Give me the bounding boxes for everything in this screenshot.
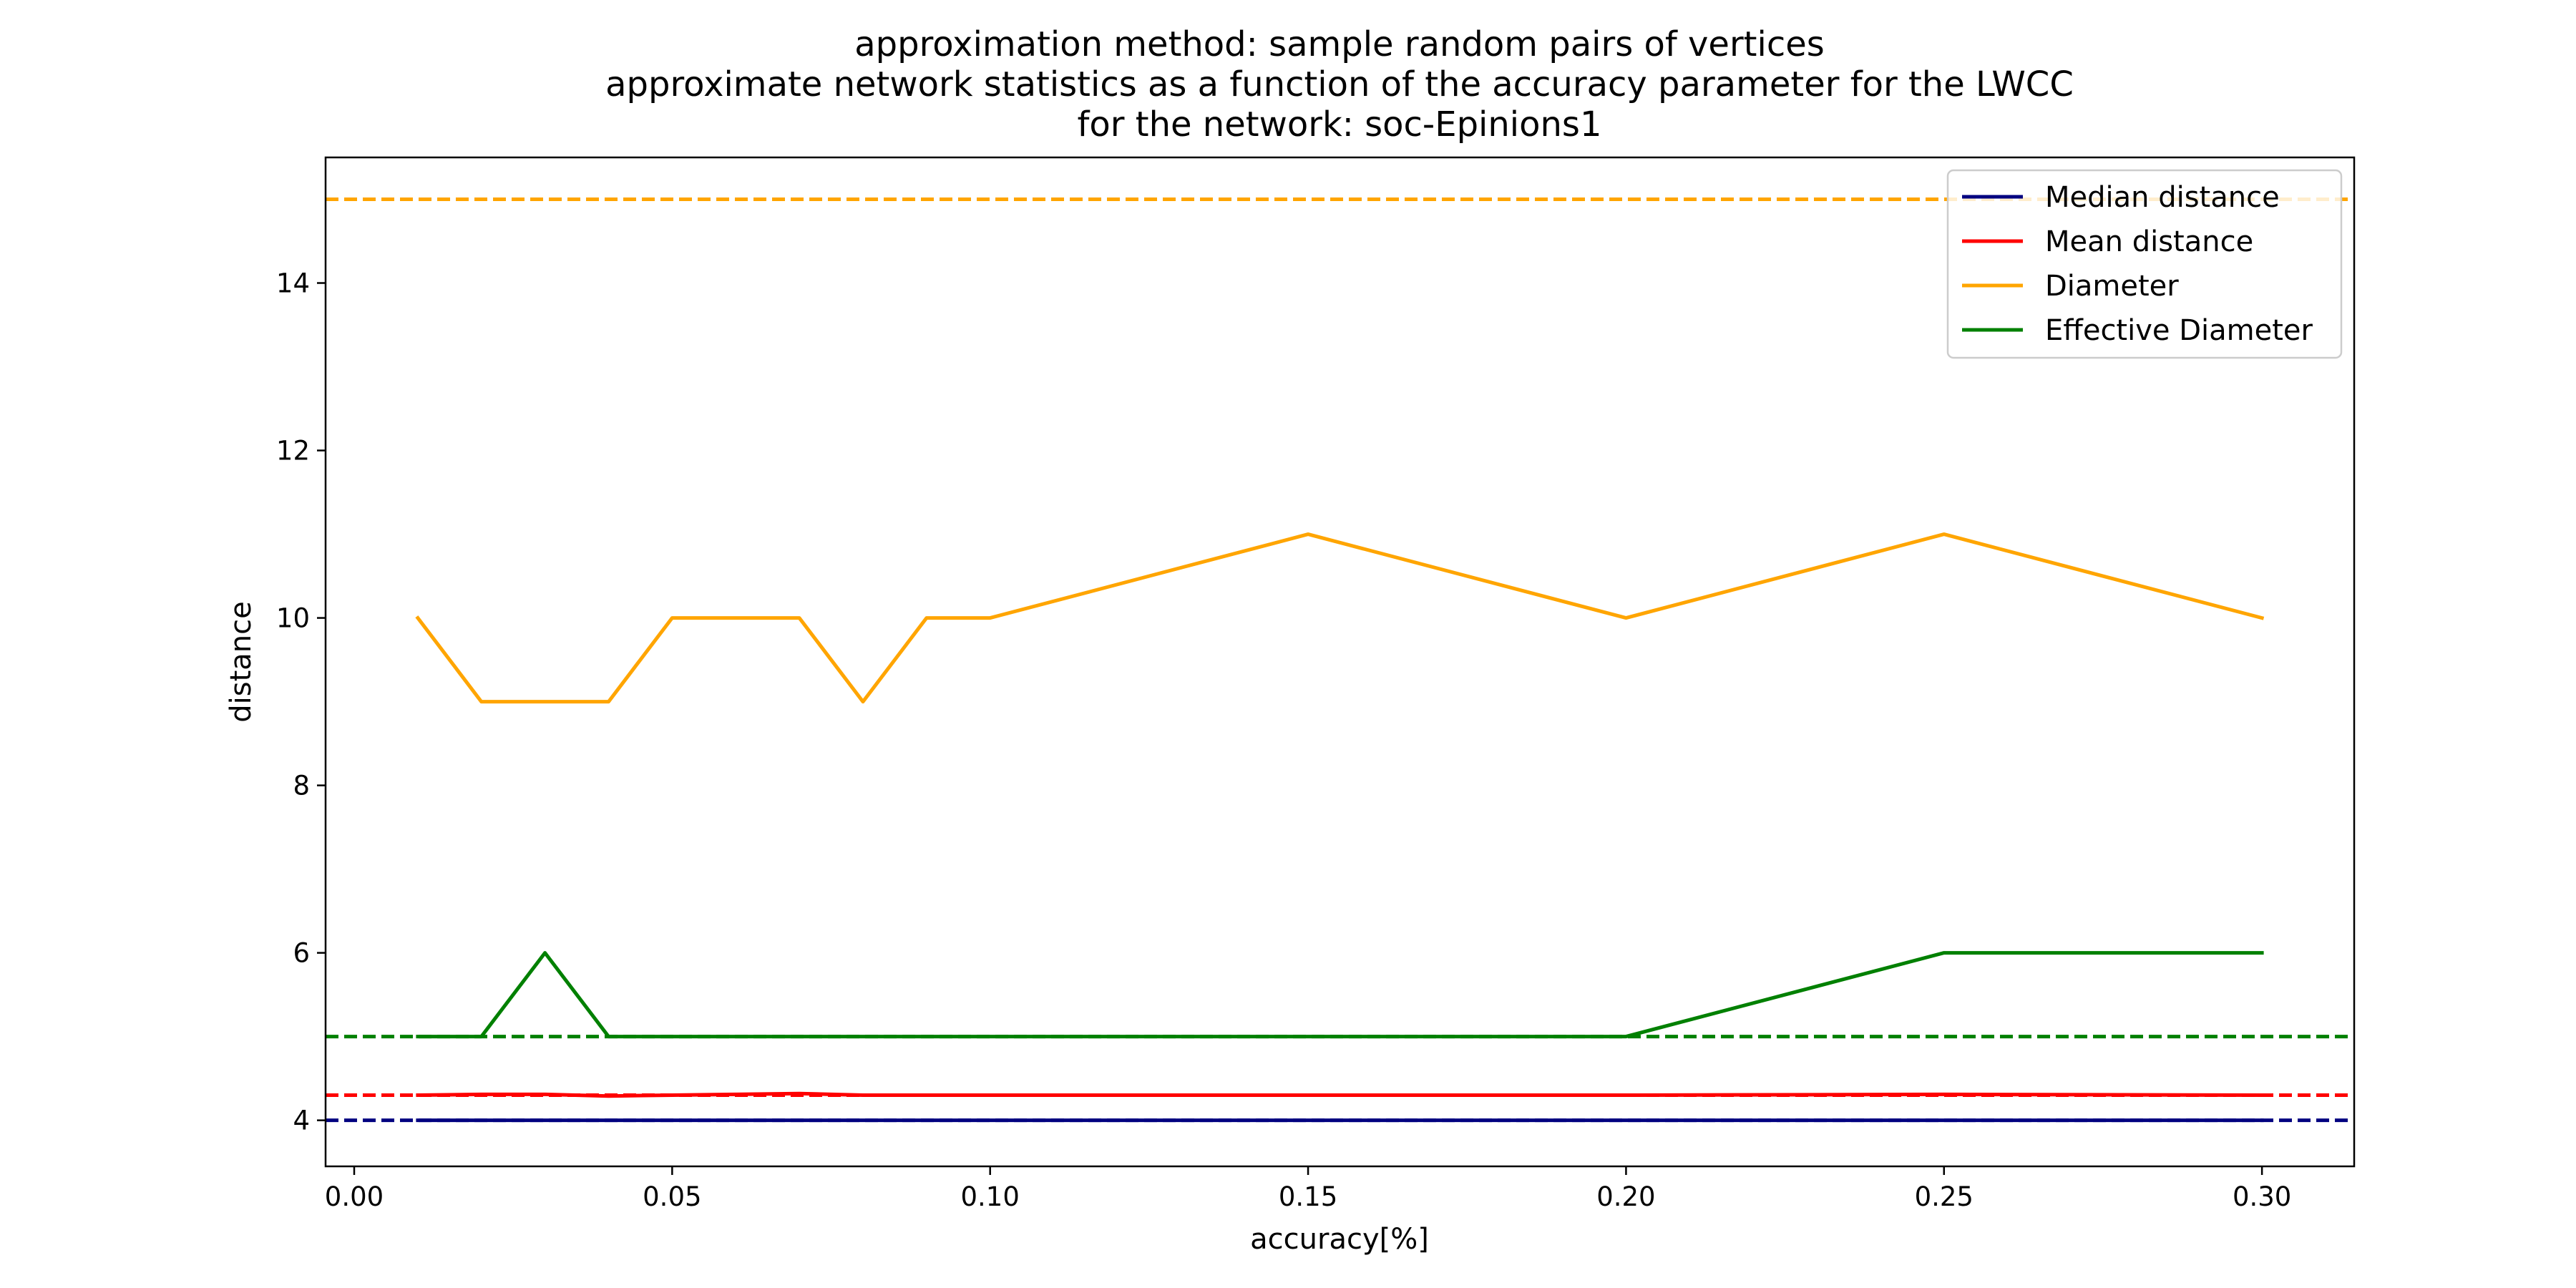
- y-tick-label: 12: [276, 436, 310, 467]
- series-line-diameter: [415, 532, 2265, 704]
- y-tick-label: 10: [276, 603, 310, 634]
- x-axis-label: accuracy[%]: [1250, 1223, 1429, 1256]
- data-series: [415, 532, 2265, 1123]
- x-tick-label: 0.10: [961, 1181, 1020, 1212]
- y-tick-label: 4: [293, 1106, 310, 1136]
- chart-title-line-1: approximation method: sample random pair…: [854, 24, 1825, 64]
- chart-title-line-2: approximate network statistics as a func…: [605, 64, 2074, 104]
- plot-frame: [324, 156, 2356, 1168]
- series-line-effective-diameter: [416, 951, 2264, 1039]
- x-axis-ticks: 0.00 0.05 0.10 0.15 0.20 0.25 0.30: [325, 1166, 2291, 1212]
- legend-label-diameter: Diameter: [2045, 270, 2179, 303]
- x-tick-label: 0.15: [1279, 1181, 1337, 1212]
- legend-label-mean-distance: Mean distance: [2045, 225, 2253, 258]
- y-tick-label: 14: [276, 268, 310, 299]
- y-tick-label: 6: [293, 938, 310, 969]
- x-tick-label: 0.25: [1915, 1181, 1974, 1212]
- y-axis-label: distance: [225, 601, 258, 723]
- x-tick-label: 0.05: [643, 1181, 701, 1212]
- x-tick-label: 0.30: [2233, 1181, 2291, 1212]
- chart-title-line-3: for the network: soc-Epinions1: [1078, 104, 1602, 145]
- legend-label-effective-diameter: Effective Diameter: [2045, 314, 2313, 347]
- legend-box: [1946, 169, 2343, 359]
- x-tick-label: 0.00: [325, 1181, 384, 1212]
- legend-label-median-distance: Median distance: [2045, 181, 2280, 214]
- y-tick-label: 8: [293, 771, 310, 801]
- series-line-mean-distance: [416, 1091, 2264, 1098]
- x-tick-label: 0.20: [1596, 1181, 1655, 1212]
- legend: Median distance Mean distance Diameter E…: [1946, 169, 2343, 359]
- y-axis-ticks: 4 6 8 10 12 14: [276, 268, 326, 1136]
